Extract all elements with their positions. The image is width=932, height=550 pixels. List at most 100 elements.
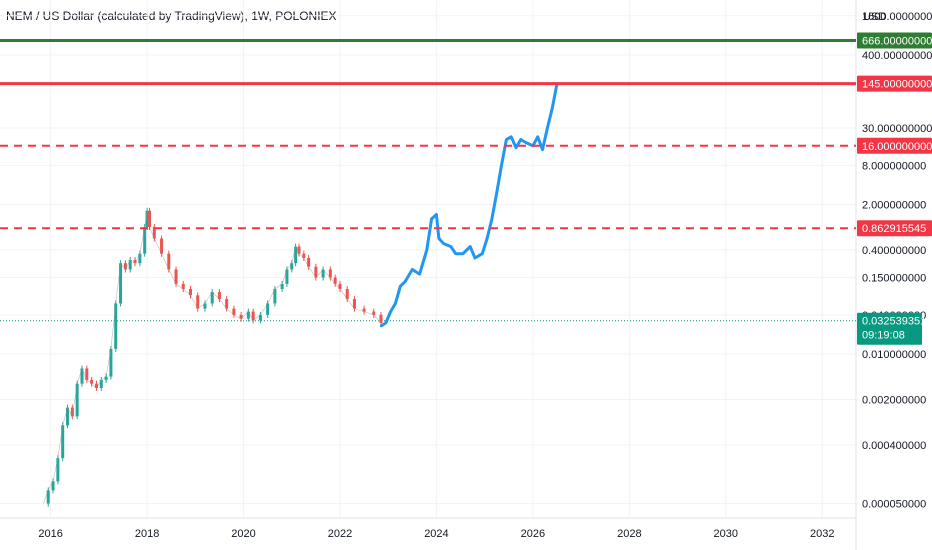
candle-body bbox=[138, 253, 142, 264]
projection-point bbox=[454, 252, 457, 255]
candle-body bbox=[174, 269, 178, 284]
projection-point bbox=[481, 252, 484, 255]
candle-body bbox=[167, 253, 171, 270]
candle-body bbox=[345, 289, 349, 300]
projection-point bbox=[505, 138, 508, 141]
candle-body bbox=[251, 311, 255, 321]
projection-line bbox=[380, 83, 559, 328]
candle-body bbox=[297, 246, 301, 254]
projection-point bbox=[519, 138, 523, 141]
candle-body bbox=[160, 238, 164, 254]
candle-body bbox=[123, 263, 127, 270]
level-tag-label: 0.862915545 bbox=[862, 223, 926, 235]
candle-body bbox=[80, 368, 84, 384]
candle-body bbox=[307, 258, 311, 267]
y-tick-label: 8.000000000 bbox=[862, 160, 926, 172]
countdown-label: 09:19:08 bbox=[862, 330, 905, 342]
historical-line bbox=[43, 210, 382, 504]
x-tick-label: 2026 bbox=[521, 528, 545, 540]
candle-body bbox=[128, 259, 132, 270]
projection-point bbox=[514, 146, 518, 149]
projection-point bbox=[430, 217, 433, 221]
projection-point bbox=[384, 321, 388, 325]
candle-body bbox=[90, 379, 94, 384]
projection-point bbox=[389, 310, 392, 313]
y-tick-label: 0.010000000 bbox=[862, 349, 926, 361]
candle-body bbox=[321, 269, 325, 278]
candle-body bbox=[225, 299, 229, 309]
candle-body bbox=[145, 210, 149, 228]
candle-body bbox=[210, 292, 214, 304]
candle-body bbox=[85, 368, 89, 380]
candle-body bbox=[66, 407, 70, 426]
y-tick-label: 0.150000000 bbox=[862, 273, 926, 285]
candle-body bbox=[104, 376, 108, 380]
projection-point bbox=[394, 302, 397, 305]
candle-body bbox=[379, 314, 383, 324]
projection-point bbox=[399, 285, 402, 288]
projection-point bbox=[473, 256, 477, 260]
x-tick-label: 2016 bbox=[38, 528, 62, 540]
projection-point bbox=[485, 237, 489, 240]
level-tag bbox=[857, 137, 932, 154]
current-price-label: 0.032539351 bbox=[862, 316, 926, 328]
candle-body bbox=[143, 227, 147, 254]
projection-point bbox=[468, 245, 472, 248]
candle-body bbox=[314, 266, 318, 278]
y-tick-label: 2.000000000 bbox=[862, 199, 926, 211]
x-tick-label: 2032 bbox=[810, 528, 834, 540]
candle-body bbox=[203, 303, 207, 309]
x-tick-label: 2020 bbox=[231, 528, 255, 540]
candle-body bbox=[114, 303, 118, 349]
candle-body bbox=[188, 289, 192, 296]
projection-point bbox=[435, 213, 438, 216]
y-tick-label: 0.400000000 bbox=[862, 245, 926, 257]
y-tick-label: 0.002000000 bbox=[862, 394, 926, 406]
candle-body bbox=[217, 292, 221, 300]
candle-body bbox=[290, 263, 294, 270]
x-tick-label: 2022 bbox=[328, 528, 352, 540]
candle-body bbox=[109, 348, 113, 377]
projection-point bbox=[418, 272, 421, 276]
candle-body bbox=[328, 269, 332, 278]
y-tick-label: 30.000000000 bbox=[862, 123, 932, 135]
level-tag bbox=[857, 75, 932, 92]
current-price-tag bbox=[857, 312, 922, 345]
candle-body bbox=[333, 277, 337, 284]
x-tick-label: 2024 bbox=[424, 528, 448, 540]
candle-body bbox=[119, 263, 123, 304]
projection-point bbox=[403, 280, 407, 283]
level-tag-label: 145.000000000 bbox=[862, 79, 932, 91]
candle-body bbox=[61, 425, 65, 459]
projection-point bbox=[442, 242, 445, 245]
projection-point bbox=[546, 126, 549, 130]
y-tick-label: 400.00000000 bbox=[862, 50, 932, 62]
level-tag-label: 16.000000000 bbox=[862, 141, 932, 153]
candle-body bbox=[75, 383, 79, 417]
currency-label: USD bbox=[863, 11, 886, 23]
projection-point bbox=[379, 324, 383, 328]
candle-body bbox=[338, 283, 342, 290]
candle-body bbox=[232, 308, 236, 315]
x-tick-label: 2018 bbox=[135, 528, 159, 540]
candle-body bbox=[152, 227, 156, 239]
projection-point bbox=[524, 141, 527, 144]
candle-body bbox=[94, 383, 98, 389]
candle-body bbox=[147, 210, 151, 228]
projection-point bbox=[500, 164, 503, 167]
candle-body bbox=[133, 259, 137, 264]
projection-point bbox=[509, 135, 513, 138]
candle-body bbox=[56, 458, 60, 482]
projection-point bbox=[536, 135, 539, 138]
level-tag bbox=[857, 220, 932, 237]
candle-body bbox=[372, 311, 376, 315]
candle-body bbox=[266, 303, 270, 315]
projection-point bbox=[495, 191, 498, 195]
level-tag-label: 666.000000000 bbox=[862, 36, 932, 48]
candle-body bbox=[246, 311, 250, 319]
x-tick-label: 2028 bbox=[617, 528, 641, 540]
candle-body bbox=[280, 283, 284, 290]
projection-point bbox=[541, 148, 544, 151]
